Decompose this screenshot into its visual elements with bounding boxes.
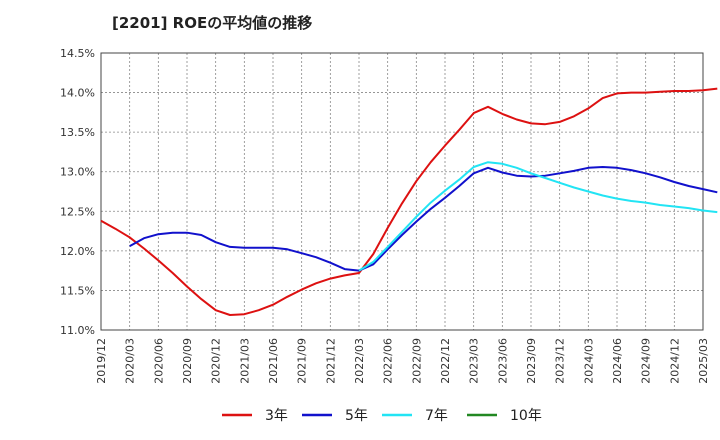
x-axis-ticks: 2019/12 2020/03 2020/06 2020/09 2020/12 2021/… <box>95 338 710 384</box>
plot-frame <box>100 52 704 331</box>
horizontal-gridlines <box>101 92 703 291</box>
x-tick-label: 2020/12 <box>210 338 223 384</box>
x-tick-label: 2025/03 <box>697 338 710 384</box>
x-tick-label: 2021/09 <box>296 338 309 384</box>
y-tick-label: 11.0% <box>60 324 95 337</box>
legend: 3年 5年 7年 10年 <box>222 408 542 424</box>
chart-title: [2201] ROEの平均値の推移 <box>112 14 313 32</box>
x-tick-label: 2024/03 <box>582 338 595 384</box>
x-tick-label: 2024/06 <box>611 338 624 384</box>
x-tick-label: 2024/12 <box>668 338 681 384</box>
x-tick-label: 2019/12 <box>95 338 108 384</box>
y-tick-label: 11.5% <box>60 284 95 297</box>
legend-label: 10年 <box>510 408 542 424</box>
y-tick-label: 12.0% <box>60 245 95 258</box>
series-line-5年 <box>129 166 718 272</box>
y-tick-label: 12.5% <box>60 205 95 218</box>
x-tick-label: 2020/03 <box>124 338 137 384</box>
y-tick-label: 14.5% <box>60 47 95 60</box>
y-tick-label: 13.5% <box>60 126 95 139</box>
series-line-3年 <box>100 87 718 316</box>
x-tick-label: 2023/12 <box>554 338 567 384</box>
x-tick-label: 2020/09 <box>181 338 194 384</box>
x-tick-label: 2021/03 <box>238 338 251 384</box>
y-tick-label: 13.0% <box>60 166 95 179</box>
series-lines <box>100 87 718 316</box>
legend-label: 7年 <box>425 408 448 424</box>
x-tick-label: 2023/09 <box>525 338 538 384</box>
x-tick-label: 2022/06 <box>382 338 395 384</box>
x-tick-label: 2023/06 <box>496 338 509 384</box>
legend-label: 5年 <box>345 408 368 424</box>
x-tick-label: 2024/09 <box>640 338 653 384</box>
y-tick-label: 14.0% <box>60 87 95 100</box>
y-axis-ticks: 11.0% 11.5% 12.0% 12.5% 13.0% 13.5% 14.0% 14.5% <box>60 47 95 337</box>
x-tick-label: 2020/06 <box>152 338 165 384</box>
x-tick-label: 2022/09 <box>410 338 423 384</box>
series-line-7年 <box>358 161 718 272</box>
x-tick-label: 2022/03 <box>353 338 366 384</box>
x-tick-label: 2023/03 <box>468 338 481 384</box>
x-tick-label: 2021/06 <box>267 338 280 384</box>
legend-label: 3年 <box>265 408 288 424</box>
x-tick-label: 2021/12 <box>324 338 337 384</box>
x-tick-label: 2022/12 <box>439 338 452 384</box>
